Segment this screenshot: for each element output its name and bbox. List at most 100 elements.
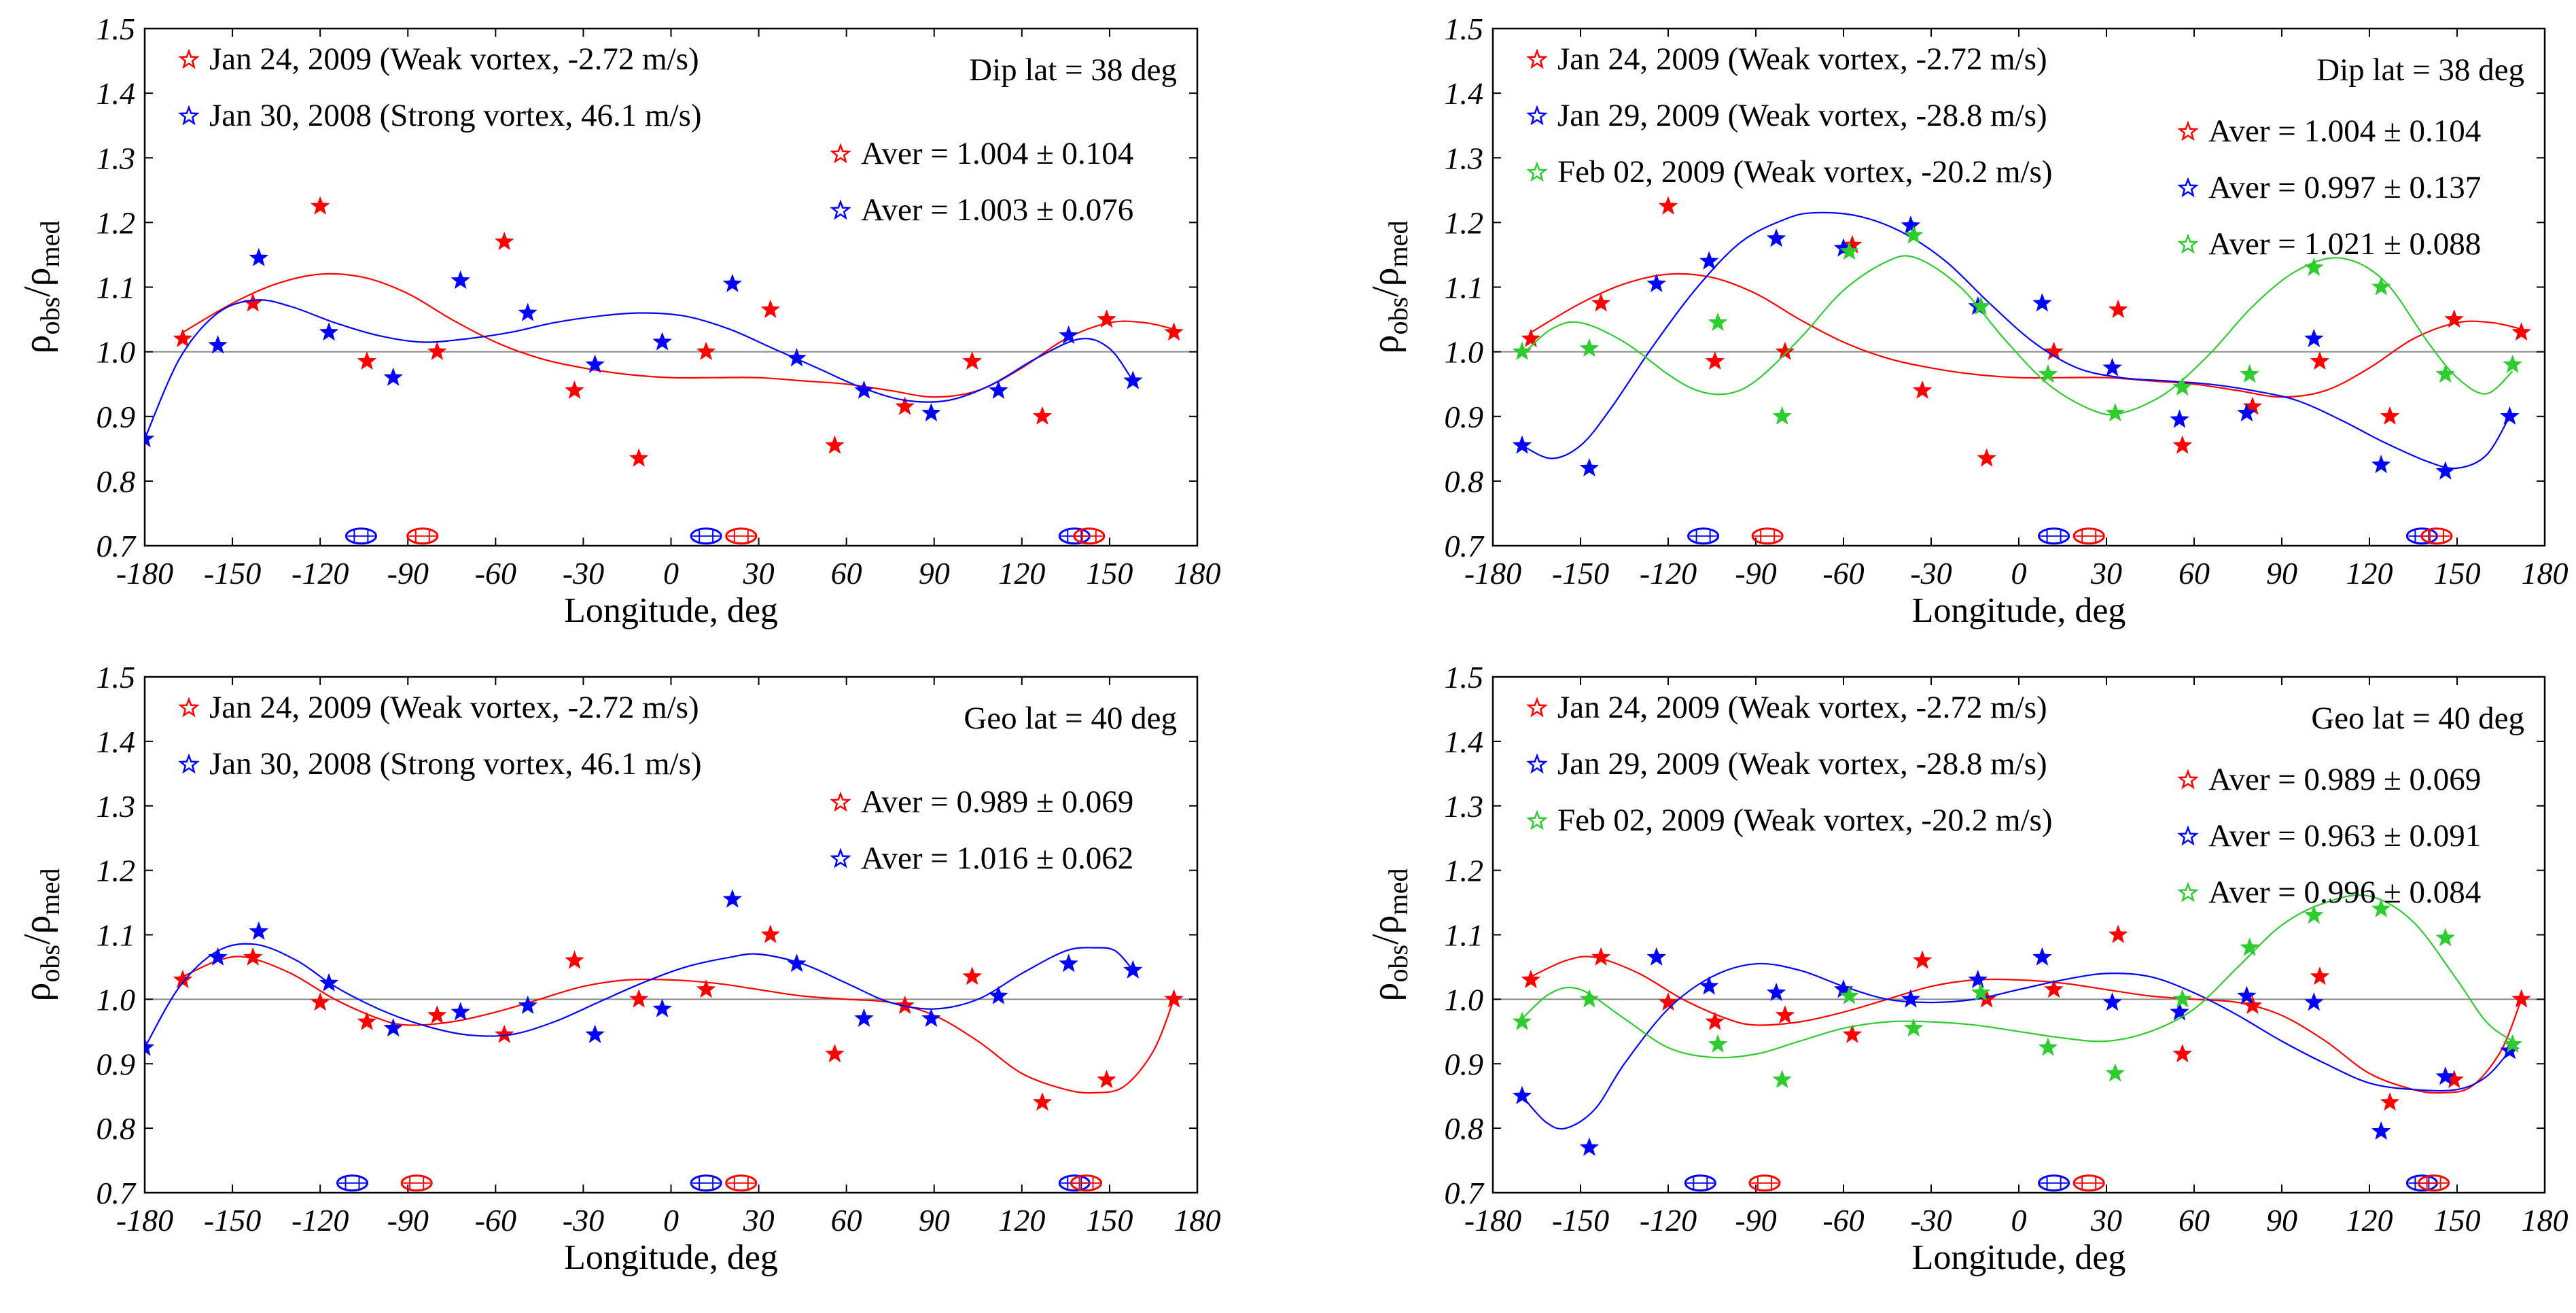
x-tick-label: -60 [1822,556,1864,591]
data-point-red [2310,966,2330,985]
data-point-green [2435,928,2456,947]
data-point-blue [2435,461,2456,480]
data-point-red [427,341,447,360]
data-point-blue [1512,435,1532,454]
x-tick-label: 150 [1086,556,1133,591]
average-entry-red: Aver = 1.004 ± 0.104 [861,136,1133,171]
plot-area [1512,894,2531,1192]
data-point-blue [1699,251,1719,270]
fit-curve-green [1521,255,2513,416]
x-tick-label: -150 [1552,1203,1609,1238]
y-tick-label: 1.3 [96,789,136,824]
data-point-red [962,351,982,370]
data-point-blue [652,998,672,1017]
data-point-blue [451,1002,470,1021]
event-marker-blue [2038,527,2070,545]
x-tick-label: -60 [475,556,516,591]
data-point-red [1842,1024,1863,1043]
x-tick-label: 120 [998,1203,1045,1238]
data-point-green [1708,312,1728,331]
y-axis-separator: / [16,934,58,945]
chart-panel-3: 0.7 0.8 0.9 1.0 1.1 1.2 1.3 1.4 1.5 -180 -150 -120 -… [16,660,1221,1277]
y-axis-symbol: ρ [1364,335,1407,354]
legend-entry-green: Feb 02, 2009 (Weak vortex, -20.2 m/s) [1557,803,2053,838]
y-axis-subscript: med [35,869,65,915]
x-axis-title: Longitude, deg [1912,1238,2126,1277]
data-point-red [310,196,330,215]
average-entry-green: Aver = 1.021 ± 0.088 [2208,226,2481,262]
event-marker-blue [336,1174,368,1192]
x-tick-label: 180 [2522,556,2569,591]
x-tick-label: 150 [2434,1203,2481,1238]
legend-entry-red: Jan 24, 2009 (Weak vortex, -2.72 m/s) [1557,690,2047,725]
data-point-red [1097,1070,1116,1089]
legend-star-icon [1526,48,1548,69]
event-marker-blue [1687,527,1720,545]
x-tick-label: 180 [2522,1203,2569,1238]
fit-curve-red [182,273,1174,398]
data-point-blue [989,380,1008,399]
y-tick-label: 1.5 [1445,12,1484,46]
y-tick-label: 1.4 [1445,724,1484,759]
event-marker-red [2072,1174,2105,1192]
x-axis-title: Longitude, deg [564,591,778,630]
x-tick-label: -120 [292,556,349,591]
y-tick-label: 1.4 [96,724,136,759]
plot-area [145,196,1184,545]
y-tick-label: 1.0 [96,335,136,370]
y-axis-subscript: obs [1383,297,1413,335]
data-point-blue [518,995,537,1014]
average-entry-red: Aver = 1.004 ± 0.104 [2208,113,2481,149]
y-tick-label: 1.0 [1445,335,1484,370]
data-point-blue [2304,992,2324,1011]
y-axis-title: ρobs/ρmed [1364,221,1413,354]
data-point-red [427,1005,447,1024]
y-axis-subscript: obs [35,297,65,335]
x-tick-label: 0 [2011,1203,2027,1238]
latitude-label: Dip lat = 38 deg [969,52,1177,88]
data-point-red [495,1024,514,1043]
event-marker-red [1073,527,1106,545]
legend-star-icon [830,199,851,220]
legend-entry-red: Jan 24, 2009 (Weak vortex, -2.72 m/s) [209,690,699,725]
data-point-green [1512,1011,1532,1030]
data-point-red [1164,989,1184,1008]
x-tick-label: -90 [1735,1203,1776,1238]
data-point-blue [585,1024,605,1043]
data-point-blue [145,1037,155,1056]
data-point-red [1097,309,1116,328]
data-point-blue [145,429,155,448]
data-point-green [2304,258,2324,277]
data-point-blue [2102,992,2122,1011]
data-point-red [1775,1005,1795,1024]
x-tick-label: 30 [2090,556,2122,591]
legend-star-icon [1526,161,1548,182]
y-tick-label: 0.7 [1445,1176,1485,1210]
x-tick-label: -30 [1910,1203,1952,1238]
y-tick-label: 0.9 [1445,400,1484,434]
legend-star-icon [2177,881,2199,903]
data-point-red [1521,969,1541,988]
data-point-red [1842,234,1863,253]
y-tick-label: 1.5 [96,660,136,695]
data-point-blue [2435,1066,2456,1085]
data-point-green [1971,982,1991,1001]
y-tick-label: 1.5 [96,12,136,46]
average-entry-blue: Aver = 1.003 ± 0.076 [861,192,1133,228]
data-point-green [2038,364,2058,383]
data-point-red [1977,989,1996,1008]
data-point-blue [1579,457,1600,476]
fit-curve-red [1530,273,2522,398]
data-point-green [2304,905,2324,924]
data-point-blue [585,354,605,373]
data-point-blue [2304,328,2324,347]
y-tick-label: 0.8 [96,1111,136,1146]
average-entry-blue: Aver = 0.997 ± 0.137 [2208,170,2481,205]
data-point-red [2172,435,2193,454]
data-point-green [2371,898,2391,917]
fit-curve-blue [145,943,1134,1049]
y-tick-label: 1.4 [1445,76,1484,111]
legend-star-icon [830,791,851,812]
legend-star-icon [2177,769,2199,790]
legend-star-icon [830,847,851,869]
